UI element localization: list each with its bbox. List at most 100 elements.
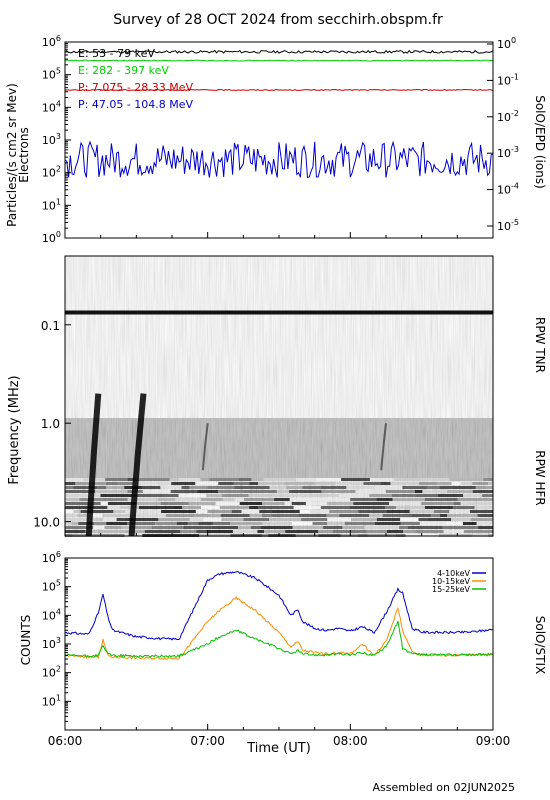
hfr-stripe [197, 490, 218, 493]
radio-ytick-label: 0.1 [41, 319, 60, 333]
hfr-stripe [78, 522, 94, 525]
xray-ytick-label: 101 [42, 693, 61, 708]
hfr-stripe [263, 478, 297, 481]
hfr-stripe [100, 502, 108, 505]
particles-legend-entry: E: 53 - 79 keV [78, 47, 155, 60]
hfr-stripe [309, 494, 339, 497]
hfr-stripe [488, 482, 493, 485]
hfr-stripe [329, 510, 359, 513]
particles-ytick-label: 100 [42, 230, 61, 245]
hfr-stripe [93, 506, 108, 509]
hfr-stripe [323, 526, 343, 529]
hfr-stripe [483, 478, 493, 481]
hfr-stripe [71, 522, 79, 525]
particles-ytick-label: 101 [42, 197, 61, 212]
hfr-stripe [239, 502, 263, 505]
hfr-stripe [285, 530, 318, 533]
hfr-stripe [65, 518, 94, 521]
hfr-stripe [171, 482, 196, 485]
hfr-stripe [422, 490, 448, 493]
hfr-stripe [221, 518, 244, 521]
hfr-stripe [321, 490, 356, 493]
hfr-stripe [460, 502, 468, 505]
type-iii-burst [201, 423, 209, 471]
hfr-stripe [157, 498, 176, 501]
radio-right-label-hfr: RPW HFR [533, 450, 547, 506]
hfr-stripe [200, 498, 223, 501]
hfr-stripe [65, 486, 74, 489]
hfr-stripe [369, 514, 383, 517]
xray-panel: 101 102 103 104 105 106 06:00 07:00 08:00 09:00 4… [19, 550, 547, 756]
particles-ytick-label: 104 [42, 99, 61, 114]
hfr-stripe [316, 478, 342, 481]
hfr-stripe [144, 530, 181, 533]
hfr-stripe [363, 482, 381, 485]
hfr-stripe [477, 514, 493, 517]
hfr-stripe [142, 490, 171, 493]
type-iii-burst [380, 423, 387, 471]
hfr-stripe [293, 506, 321, 509]
hfr-stripe [283, 494, 310, 497]
hfr-stripe [158, 518, 190, 521]
hfr-stripe [230, 522, 263, 525]
hfr-stripe [200, 478, 210, 481]
hfr-stripe [258, 482, 285, 485]
hfr-stripe [320, 510, 330, 513]
hfr-stripe [443, 530, 464, 533]
hfr-stripe [327, 522, 345, 525]
hfr-stripe [222, 494, 249, 497]
hfr-stripe [222, 498, 235, 501]
particles-ytick-label: 105 [42, 67, 61, 82]
particles-series-line [65, 49, 493, 54]
hfr-stripe [486, 486, 493, 489]
hfr-stripe [382, 514, 412, 517]
hfr-stripe [399, 526, 408, 529]
xray-xlabel: Time (UT) [246, 741, 311, 756]
hfr-stripe [206, 494, 223, 497]
hfr-stripe [127, 522, 156, 525]
hfr-stripe [424, 506, 453, 509]
hfr-stripe [318, 530, 333, 533]
hfr-stripe [102, 514, 132, 517]
hfr-stripe [396, 506, 425, 509]
hfr-stripe [210, 514, 221, 517]
hfr-stripe [118, 482, 134, 485]
xray-legend-label: 15-25keV [432, 585, 471, 594]
hfr-stripe [260, 526, 293, 529]
hfr-stripe [243, 518, 269, 521]
hfr-stripe [198, 522, 213, 525]
hfr-stripe [195, 510, 208, 513]
xray-ytick-label: 106 [42, 550, 61, 565]
hfr-stripe [271, 510, 300, 513]
hfr-stripe [100, 494, 133, 497]
particles-legend-entry: P: 7.075 - 28.33 MeV [78, 81, 194, 94]
hfr-stripe [391, 494, 416, 497]
hfr-stripe [127, 498, 158, 501]
hfr-stripe [390, 482, 419, 485]
hfr-stripe [209, 478, 240, 481]
hfr-stripe [189, 486, 208, 489]
hfr-stripe [135, 502, 161, 505]
hfr-stripe [364, 526, 400, 529]
hfr-stripe [366, 530, 387, 533]
hfr-stripe [320, 506, 350, 509]
hfr-stripe [178, 494, 207, 497]
hfr-stripe [374, 486, 403, 489]
hfr-stripe [452, 506, 475, 509]
hfr-stripe [463, 530, 492, 533]
hfr-stripe [95, 490, 128, 493]
hfr-stripe [65, 498, 80, 501]
hfr-stripe [439, 486, 454, 489]
hfr-stripe [414, 490, 423, 493]
hfr-stripe [217, 490, 244, 493]
hfr-stripe [442, 526, 479, 529]
hfr-stripe [182, 506, 202, 509]
hfr-stripe [408, 526, 443, 529]
hfr-stripe [478, 526, 493, 529]
hfr-stripe [296, 478, 316, 481]
hfr-stripe [231, 510, 242, 513]
hfr-stripe [107, 506, 121, 509]
hfr-stripe [125, 510, 162, 513]
hfr-stripe [419, 482, 438, 485]
hfr-stripe [241, 510, 260, 513]
